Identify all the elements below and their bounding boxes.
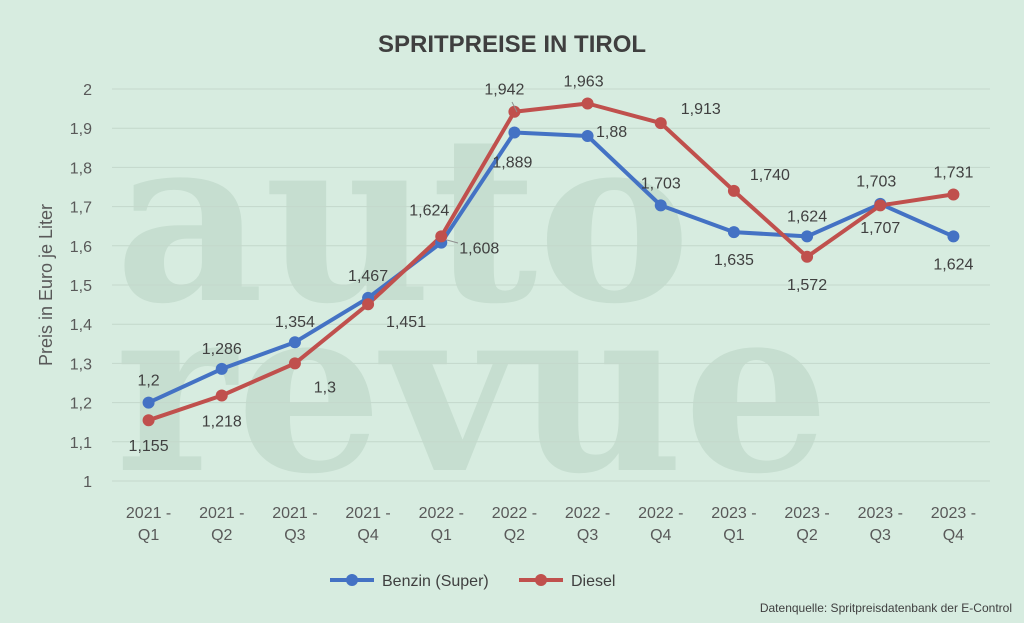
y-tick-label: 1,1 bbox=[70, 435, 92, 452]
x-tick-label: 2023 -Q4 bbox=[931, 505, 976, 544]
data-point bbox=[508, 126, 521, 139]
data-label: 1,707 bbox=[860, 220, 900, 237]
y-tick-label: 1,4 bbox=[70, 317, 92, 334]
data-label: 1,624 bbox=[933, 256, 973, 273]
series-group: 1,2 1,286 1,354 1,467 1,608 1,889 1,88 1,703 1,6… bbox=[129, 74, 974, 456]
x-tick-label: 2021 -Q2 bbox=[199, 505, 244, 544]
y-tick-label: 1,2 bbox=[70, 396, 92, 413]
series-line bbox=[147, 130, 955, 405]
x-tick-label: 2022 -Q4 bbox=[638, 505, 683, 544]
x-tick-label: 2023 -Q1 bbox=[711, 505, 756, 544]
legend-label: Diesel bbox=[571, 573, 615, 590]
chart-title: SPRITPREISE IN TIROL bbox=[378, 31, 646, 58]
data-label: 1,88 bbox=[596, 124, 627, 141]
legend-marker bbox=[535, 574, 547, 586]
y-tick-label: 1 bbox=[83, 474, 92, 491]
y-axis-title: Preis in Euro je Liter bbox=[36, 204, 56, 366]
x-tick-label: 2023 -Q3 bbox=[858, 505, 903, 544]
data-label: 1,354 bbox=[275, 314, 315, 331]
data-point bbox=[142, 414, 155, 427]
x-tick-label: 2023 -Q2 bbox=[784, 505, 829, 544]
grid-lines bbox=[112, 88, 990, 482]
data-point bbox=[801, 230, 814, 243]
y-axis-ticks: 1 1,1 1,2 1,3 1,4 1,5 1,6 1,7 1,8 1,9 2 bbox=[70, 82, 92, 491]
x-tick-label: 2021 -Q1 bbox=[126, 505, 171, 544]
data-label: 1,703 bbox=[641, 175, 681, 192]
data-label: 1,913 bbox=[681, 101, 721, 118]
data-label: 1,2 bbox=[137, 373, 159, 390]
data-point bbox=[581, 130, 594, 143]
leader-line bbox=[446, 239, 459, 244]
data-label: 1,731 bbox=[933, 164, 973, 181]
data-point bbox=[947, 188, 960, 201]
y-tick-label: 1,5 bbox=[70, 278, 92, 295]
data-point bbox=[727, 184, 740, 197]
y-tick-label: 1,7 bbox=[70, 200, 92, 217]
legend: Benzin (Super) Diesel bbox=[330, 573, 615, 590]
data-point bbox=[581, 97, 594, 110]
data-label: 1,740 bbox=[750, 167, 790, 184]
data-label: 1,963 bbox=[564, 74, 604, 91]
data-label: 1,635 bbox=[714, 252, 754, 269]
leader-line bbox=[511, 101, 518, 113]
series-line bbox=[147, 101, 954, 423]
data-label: 1,608 bbox=[459, 241, 499, 258]
x-tick-label: 2022 -Q2 bbox=[492, 505, 537, 544]
data-point bbox=[142, 396, 155, 409]
data-point bbox=[508, 105, 521, 118]
watermark-text-auto: auto bbox=[115, 85, 691, 355]
x-tick-label: 2021 -Q3 bbox=[272, 505, 317, 544]
data-point bbox=[362, 298, 375, 311]
data-label: 1,286 bbox=[202, 341, 242, 358]
data-point bbox=[947, 230, 960, 243]
x-axis-ticks: 2021 -Q1 2021 -Q2 2021 -Q3 2021 -Q4 2022 -Q1… bbox=[126, 505, 976, 544]
y-tick-label: 1,6 bbox=[70, 239, 92, 256]
data-point bbox=[288, 336, 301, 349]
x-tick-label: 2022 -Q1 bbox=[419, 505, 464, 544]
legend-marker bbox=[346, 574, 358, 586]
data-point bbox=[801, 250, 814, 263]
y-tick-label: 2 bbox=[83, 82, 92, 99]
data-point bbox=[874, 199, 887, 212]
data-point bbox=[215, 362, 228, 375]
y-tick-label: 1,9 bbox=[70, 121, 92, 138]
y-tick-label: 1,8 bbox=[70, 160, 92, 177]
data-point bbox=[288, 357, 301, 370]
data-label: 1,624 bbox=[787, 208, 827, 225]
data-label: 1,3 bbox=[314, 379, 336, 396]
legend-label: Benzin (Super) bbox=[382, 573, 489, 590]
data-label: 1,451 bbox=[386, 314, 426, 331]
data-label: 1,889 bbox=[492, 155, 532, 172]
data-point bbox=[727, 226, 740, 239]
data-point bbox=[654, 199, 667, 212]
data-point bbox=[654, 117, 667, 130]
data-point bbox=[435, 230, 448, 243]
x-tick-label: 2022 -Q3 bbox=[565, 505, 610, 544]
data-label: 1,572 bbox=[787, 277, 827, 294]
data-label: 1,942 bbox=[484, 82, 524, 99]
data-label: 1,703 bbox=[856, 173, 896, 190]
y-tick-label: 1,3 bbox=[70, 356, 92, 373]
data-label: 1,624 bbox=[409, 202, 449, 219]
data-label: 1,155 bbox=[129, 438, 169, 455]
data-label: 1,467 bbox=[348, 268, 388, 285]
watermark-logo: auto revue bbox=[115, 85, 830, 525]
data-point bbox=[215, 389, 228, 402]
x-tick-label: 2021 -Q4 bbox=[345, 505, 390, 544]
source-note: Datenquelle: Spritpreisdatenbank der E-C… bbox=[760, 601, 1012, 615]
data-label: 1,218 bbox=[202, 414, 242, 431]
